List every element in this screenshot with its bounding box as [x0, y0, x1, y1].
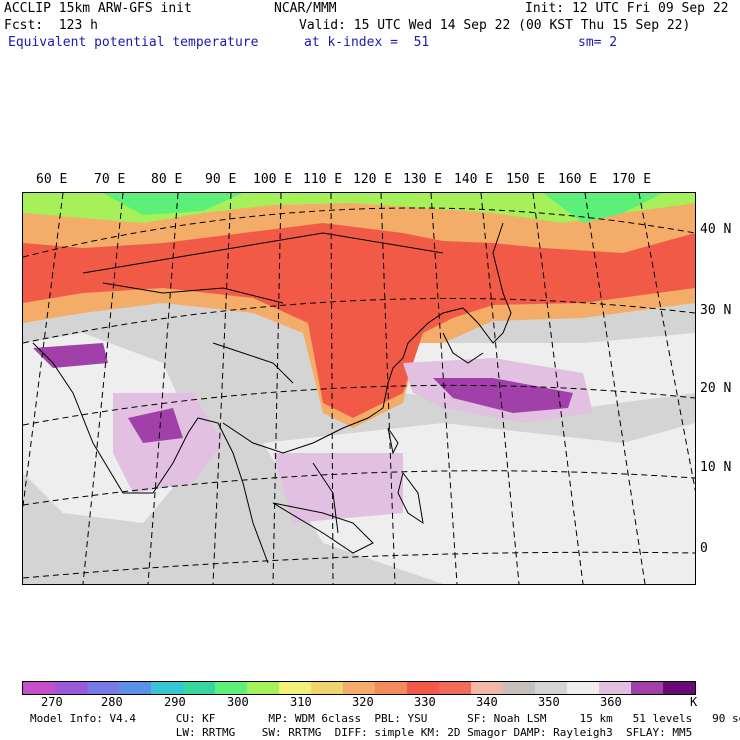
- init-time: Init: 12 UTC Fri 09 Sep 22: [525, 1, 729, 16]
- map-panel: [22, 192, 696, 585]
- colorbar-label-270: 270: [41, 695, 63, 709]
- lat-label-10n: 10 N: [700, 460, 732, 475]
- colorbar-segment: [23, 682, 55, 694]
- colorbar-segment: [247, 682, 279, 694]
- center-name: NCAR/MMM: [274, 1, 337, 16]
- colorbar-label-340: 340: [476, 695, 498, 709]
- forecast-hour: Fcst: 123 h: [4, 18, 98, 33]
- lat-label-40n: 40 N: [700, 222, 732, 237]
- colorbar-label-350: 350: [538, 695, 560, 709]
- colorbar-label-280: 280: [101, 695, 123, 709]
- colorbar-segment: [503, 682, 535, 694]
- colorbar-segment: [663, 682, 695, 694]
- colorbar-label-330: 330: [414, 695, 436, 709]
- level-label: at k-index = 51: [304, 35, 430, 50]
- colorbar-label-360: 360: [600, 695, 622, 709]
- lon-label-160e: 160 E: [558, 172, 598, 187]
- lat-label-20n: 20 N: [700, 381, 732, 396]
- colorbar-segment: [183, 682, 215, 694]
- colorbar-segment: [279, 682, 311, 694]
- lon-label-90e: 90 E: [205, 172, 237, 187]
- colorbar: [22, 681, 696, 695]
- lat-label-30n: 30 N: [700, 303, 732, 318]
- colorbar-label-310: 310: [290, 695, 312, 709]
- colorbar-segment: [119, 682, 151, 694]
- colorbar-segment: [343, 682, 375, 694]
- colorbar-segment: [535, 682, 567, 694]
- model-info-line2: LW: RRTMG SW: RRTMG DIFF: simple KM: 2D …: [30, 726, 693, 739]
- lon-label-60e: 60 E: [36, 172, 68, 187]
- lon-label-150e: 150 E: [506, 172, 546, 187]
- colorbar-segment: [471, 682, 503, 694]
- colorbar-label-290: 290: [164, 695, 186, 709]
- colorbar-segment: [407, 682, 439, 694]
- model-info-line1: Model Info: V4.4 CU: KF MP: WDM 6class P…: [30, 712, 740, 725]
- theta-e-field: [23, 193, 695, 584]
- colorbar-label-320: 320: [352, 695, 374, 709]
- lon-label-80e: 80 E: [151, 172, 183, 187]
- model-title: ACCLIP 15km ARW-GFS init: [4, 1, 192, 16]
- smoothing-label: sm= 2: [578, 35, 618, 50]
- field-name: Equivalent potential temperature: [8, 35, 259, 50]
- valid-time: Valid: 15 UTC Wed 14 Sep 22 (00 KST Thu …: [299, 18, 691, 33]
- colorbar-segment: [215, 682, 247, 694]
- lon-label-70e: 70 E: [94, 172, 126, 187]
- lon-label-120e: 120 E: [353, 172, 393, 187]
- colorbar-segment: [55, 682, 87, 694]
- lat-label-0: 0: [700, 541, 708, 556]
- colorbar-segment: [87, 682, 119, 694]
- colorbar-segment: [375, 682, 407, 694]
- lon-label-100e: 100 E: [253, 172, 293, 187]
- lon-label-110e: 110 E: [303, 172, 343, 187]
- colorbar-segment: [599, 682, 631, 694]
- colorbar-segment: [567, 682, 599, 694]
- colorbar-segment: [631, 682, 663, 694]
- lon-label-130e: 130 E: [403, 172, 443, 187]
- lon-label-170e: 170 E: [612, 172, 652, 187]
- lon-label-140e: 140 E: [454, 172, 494, 187]
- colorbar-unit: K: [690, 695, 698, 709]
- colorbar-segment: [439, 682, 471, 694]
- colorbar-label-300: 300: [227, 695, 249, 709]
- colorbar-segment: [311, 682, 343, 694]
- colorbar-segment: [151, 682, 183, 694]
